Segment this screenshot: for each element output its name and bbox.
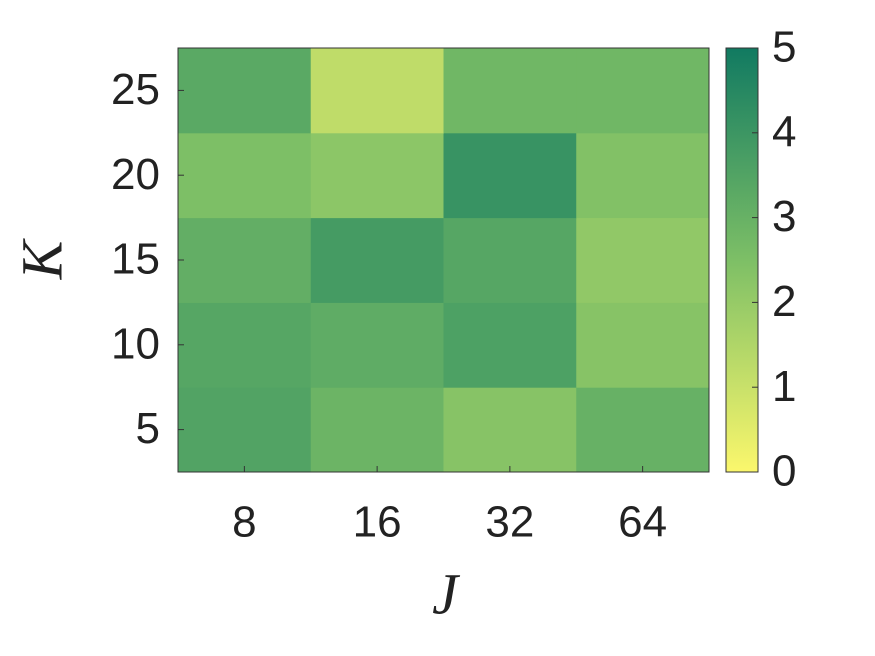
heatmap-cell <box>443 132 577 219</box>
heatmap-cell <box>576 302 710 388</box>
y-tick-label: 25 <box>111 65 160 114</box>
heatmap-cell <box>576 48 710 134</box>
heatmap-cell <box>178 387 312 473</box>
x-axis-label: J <box>432 561 461 626</box>
colorbar-tick-label: 5 <box>772 23 796 72</box>
heatmap-cell <box>178 302 312 388</box>
heatmap-cell <box>576 387 710 473</box>
x-tick-label: 32 <box>485 498 534 547</box>
heatmap-cell <box>576 217 710 303</box>
heatmap-cell <box>178 48 312 134</box>
heatmap-cell <box>310 302 444 388</box>
heatmap-cell <box>576 132 710 219</box>
y-tick-label: 10 <box>111 319 160 368</box>
heatmap-cell <box>310 48 444 134</box>
heatmap-cell <box>178 132 312 219</box>
y-tick-label: 15 <box>111 235 160 284</box>
x-tick-label: 16 <box>353 498 402 547</box>
colorbar <box>725 47 759 473</box>
colorbar-tick-label: 3 <box>772 192 796 241</box>
colorbar-tick-label: 1 <box>772 362 796 411</box>
heatmap-cell <box>443 387 577 473</box>
colorbar-tick-label: 4 <box>772 107 796 156</box>
heatmap-cell <box>310 132 444 219</box>
heatmap-cell <box>310 387 444 473</box>
heatmap-cell <box>310 217 444 303</box>
colorbar-tick-label: 2 <box>772 277 796 326</box>
colorbar-tick-label: 0 <box>772 447 796 496</box>
y-tick-label: 20 <box>111 150 160 199</box>
heatmap-cell <box>443 217 577 303</box>
x-tick-label: 64 <box>618 498 667 547</box>
heatmap-cell <box>443 48 577 134</box>
x-tick-label: 8 <box>232 498 256 547</box>
y-axis-label: K <box>9 237 74 280</box>
y-tick-label: 5 <box>136 404 160 453</box>
heatmap-cell <box>178 217 312 303</box>
heatmap-cell <box>443 302 577 388</box>
